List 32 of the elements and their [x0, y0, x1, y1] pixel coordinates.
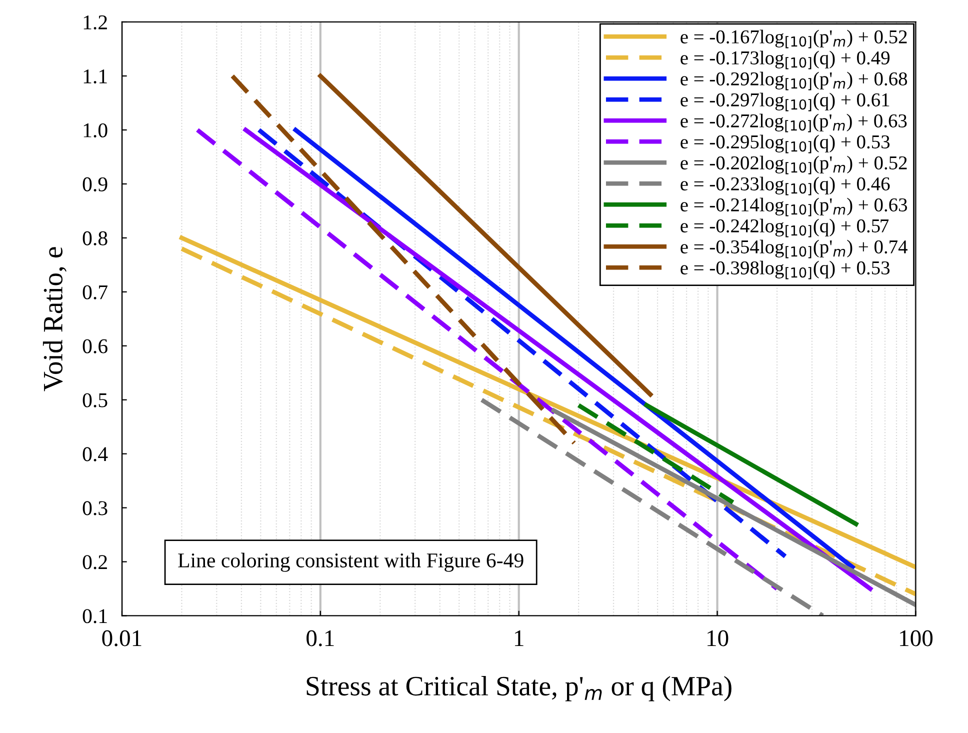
y-tick-label: 1.1: [84, 69, 107, 84]
y-tick-label: 1.0: [84, 123, 108, 138]
legend-label: e = -0.354log$_{[10]}$(p'$_{m}$) + 0.74: [680, 240, 908, 258]
y-tick-label: 0.3: [82, 501, 108, 516]
x-tick-label: 1: [515, 630, 524, 646]
legend-label: e = -0.272log$_{[10]}$(p'$_{m}$) + 0.63: [680, 114, 907, 132]
legend-label: e = -0.214log$_{[10]}$(p'$_{m}$) + 0.63: [680, 198, 908, 216]
y-tick-label: 0.2: [82, 555, 107, 570]
legend-label: e = -0.233log$_{[10]}$(q) + 0.46: [680, 176, 890, 196]
legend-label: e = -0.292log$_{[10]}$(p'$_{m}$) + 0.68: [680, 72, 908, 90]
y-tick-label: 0.7: [82, 285, 108, 300]
legend-label: e = -0.173log$_{[10]}$(q) + 0.49: [680, 50, 890, 70]
legend-label: e = -0.202log$_{[10]}$(p'$_{m}$) + 0.52: [680, 156, 907, 174]
y-tick-label: 0.4: [82, 447, 108, 462]
legend-label: e = -0.167log$_{[10]}$(p'$_{m}$) + 0.52: [680, 30, 907, 48]
x-axis-title: Stress at Critical State, p'$_{m}$ or q (MPa): [306, 676, 732, 702]
y-tick-label: 0.1: [82, 609, 107, 624]
y-tick-label: 1.2: [84, 15, 107, 30]
legend-label: e = -0.398log$_{[10]}$(q) + 0.53: [680, 260, 890, 280]
legend-label: e = -0.297log$_{[10]}$(q) + 0.61: [680, 92, 890, 112]
x-tick-label: 10: [708, 630, 728, 646]
x-tick-label: 0.01: [102, 630, 142, 646]
y-tick-label: 0.6: [82, 339, 108, 354]
y-tick-label: 0.8: [82, 231, 108, 246]
y-axis-title: Void Ratio, e: [42, 247, 67, 392]
x-tick-label: 0.1: [306, 630, 334, 646]
legend-label: e = -0.295log$_{[10]}$(q) + 0.53: [680, 134, 890, 154]
legend-label: e = -0.242log$_{[10]}$(q) + 0.57: [680, 218, 889, 238]
y-tick-label: 0.9: [82, 177, 108, 192]
annotation: Line coloring consistent with Figure 6-49: [178, 552, 524, 572]
x-tick-label: 100: [900, 630, 933, 646]
y-tick-label: 0.5: [82, 393, 108, 408]
